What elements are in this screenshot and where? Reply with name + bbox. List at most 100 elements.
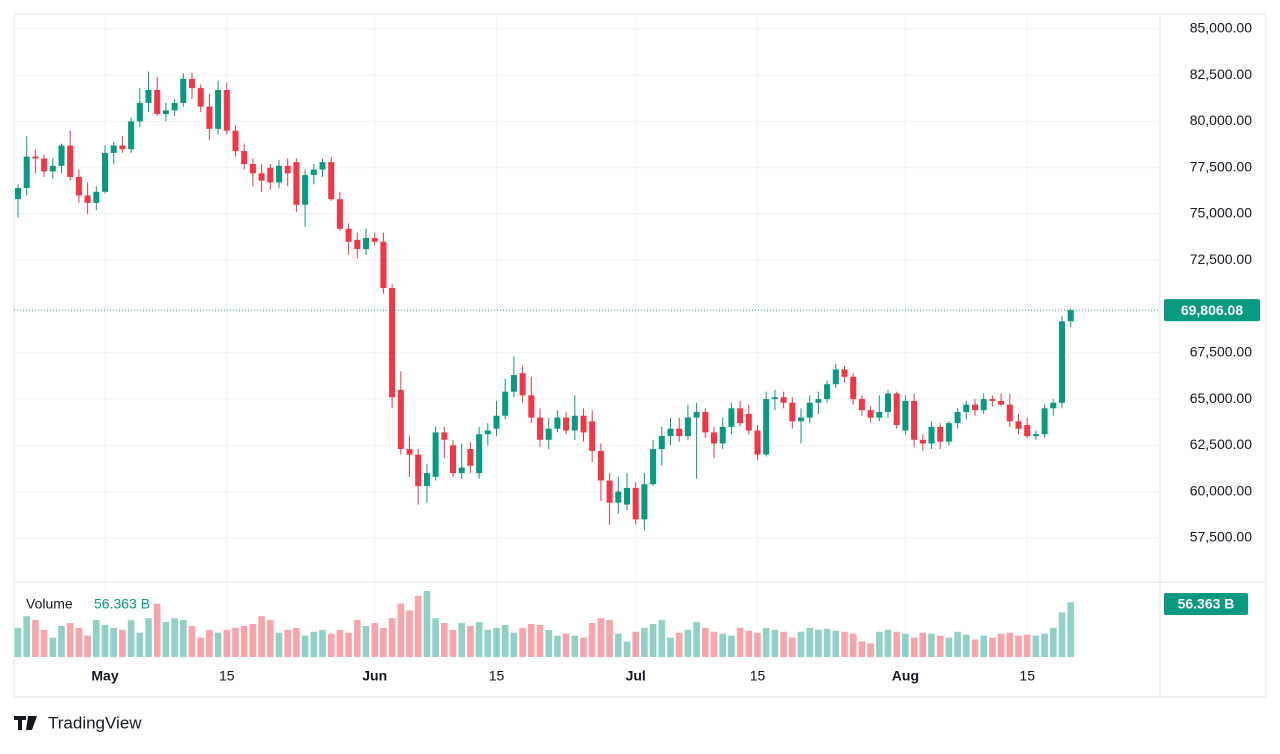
candle-body (423, 473, 430, 487)
volume-bar (928, 633, 935, 657)
volume-bar (136, 632, 144, 657)
candle-body (667, 428, 674, 437)
candle-body (450, 445, 456, 474)
x-tick-label: Jul (626, 668, 646, 684)
last-price-label: 69,806.08 (1181, 302, 1243, 318)
volume-bar (867, 643, 874, 657)
volume-bar (597, 618, 605, 657)
volume-bar (536, 624, 544, 657)
candle-body (737, 408, 744, 424)
volume-pane (14, 591, 1074, 657)
volume-bar (484, 629, 492, 657)
volume-bar (954, 631, 961, 657)
candle-body (876, 412, 883, 418)
candle-body (171, 102, 178, 111)
candle-body (641, 484, 648, 520)
y-tick-label: 57,500.00 (1190, 529, 1252, 545)
y-tick-label: 85,000.00 (1190, 20, 1252, 36)
candle-body (832, 369, 839, 385)
candle-body (945, 423, 952, 442)
volume-bar (275, 632, 283, 657)
y-tick-label: 67,500.00 (1190, 344, 1252, 360)
volume-bar (806, 627, 813, 657)
volume-bar (475, 622, 483, 657)
volume-bar (319, 629, 326, 657)
candle-body (1015, 421, 1022, 429)
volume-bar (336, 629, 344, 657)
candle-body (84, 195, 91, 203)
candle-body (693, 412, 700, 418)
volume-bar (1067, 602, 1074, 657)
volume-bar (623, 641, 631, 657)
volume-bar (267, 620, 274, 657)
volume-bar (771, 629, 779, 657)
volume-bar (345, 632, 352, 657)
candle-body (954, 412, 961, 424)
candle-body (232, 130, 239, 152)
candle-body (624, 487, 630, 505)
candle-body (554, 417, 561, 429)
candle-body (1006, 404, 1013, 422)
candle-body (102, 152, 108, 192)
candle-body (336, 199, 343, 229)
candle-body (728, 408, 735, 427)
volume-bar (206, 629, 213, 657)
volume-bar (501, 624, 509, 657)
volume-bar (545, 629, 552, 657)
candle-body (589, 421, 596, 451)
volume-bar (371, 623, 378, 657)
volume-bar (562, 633, 570, 657)
volume-bar (458, 623, 465, 657)
candle-body (658, 436, 665, 450)
candle-body (145, 89, 152, 103)
candle-body (937, 426, 944, 442)
volume-bar (693, 622, 700, 657)
volume-bar (1015, 635, 1022, 657)
candle-body (476, 434, 483, 474)
candle-body (1067, 310, 1074, 322)
volume-bar (963, 634, 970, 657)
y-tick-label: 72,500.00 (1190, 251, 1252, 267)
volume-bar (649, 624, 657, 657)
volume-bar (110, 627, 117, 657)
volume-bar (423, 591, 431, 657)
candle-body (49, 165, 56, 172)
logo: TradingView (14, 713, 142, 732)
candle-body (363, 238, 369, 250)
candle-body (850, 376, 857, 400)
candle-body (885, 393, 891, 413)
y-tick-label: 65,000.00 (1190, 390, 1252, 406)
volume-bar (162, 622, 170, 657)
candle-body (15, 188, 21, 200)
candle-body (563, 417, 570, 431)
volume-bar (849, 633, 857, 657)
volume-bar (93, 620, 100, 657)
volume-bar (606, 620, 613, 657)
candle-body (23, 156, 30, 189)
candle-body (284, 165, 291, 174)
volume-bar (84, 635, 91, 657)
candle-body (719, 426, 726, 444)
candle-body (136, 102, 143, 122)
volume-bar (432, 618, 439, 657)
volume-bar (658, 620, 666, 657)
x-tick-label: May (91, 668, 118, 684)
candle-body (206, 106, 213, 129)
volume-bar (710, 631, 718, 657)
candle-body (493, 415, 500, 429)
candle-body (597, 450, 604, 481)
candle-body (972, 404, 978, 411)
candle-body (319, 162, 326, 170)
volume-bar (789, 637, 796, 657)
candle-body (41, 158, 48, 172)
volume-bar (101, 624, 109, 657)
candle-body (249, 164, 256, 174)
candle-body (1041, 408, 1048, 435)
volume-bar (815, 629, 822, 657)
candle-body (189, 78, 195, 89)
volume-bar (441, 623, 448, 657)
volume-axis-label: 56.363 B (1178, 596, 1235, 612)
candle-body (371, 238, 378, 242)
volume-bar (528, 624, 535, 657)
candle-body (763, 399, 770, 455)
